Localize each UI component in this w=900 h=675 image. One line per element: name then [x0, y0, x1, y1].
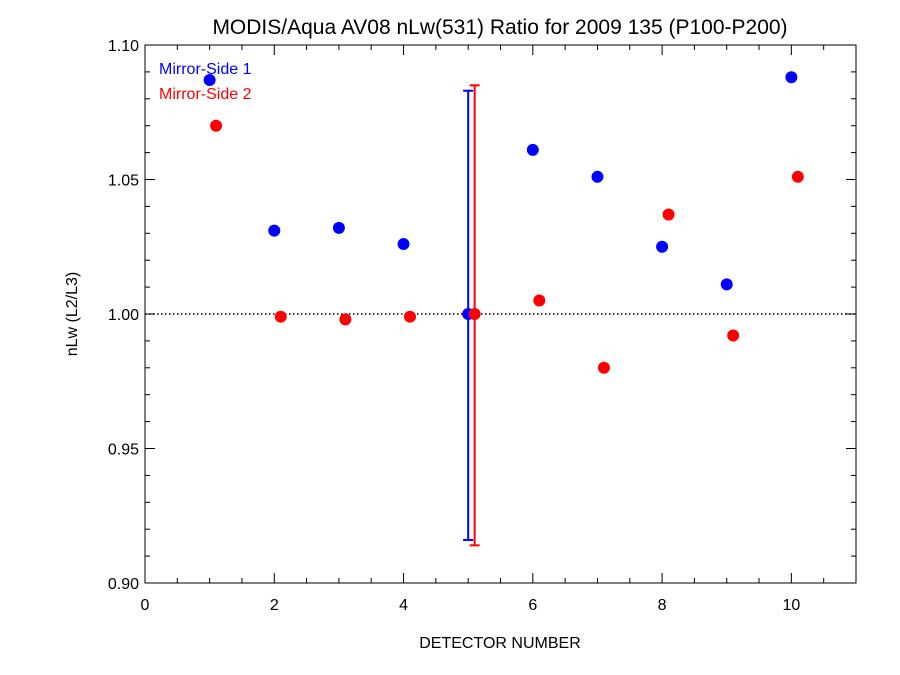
y-axis-label: nLw (L2/L3)	[64, 272, 81, 357]
data-point-series-1	[332, 221, 345, 234]
data-point-series-2	[791, 170, 804, 183]
data-point-series-1	[656, 240, 669, 253]
data-point-series-1	[268, 224, 281, 237]
x-axis-label: DETECTOR NUMBER	[419, 635, 581, 652]
data-point-series-2	[662, 208, 675, 221]
x-tick-label: 0	[141, 597, 150, 614]
data-point-series-2	[404, 310, 417, 323]
y-tick-label: 1.00	[108, 307, 139, 324]
x-tick-label: 4	[399, 597, 408, 614]
y-tick-label: 1.10	[108, 38, 139, 55]
x-tick-label: 6	[528, 597, 537, 614]
y-tick-label: 0.95	[108, 442, 139, 459]
data-point-series-2	[533, 294, 546, 307]
data-point-series-1	[397, 238, 410, 251]
legend-label-series-1: Mirror-Side 1	[159, 61, 252, 78]
data-point-series-1	[591, 170, 604, 183]
y-tick-label: 0.90	[108, 576, 139, 593]
x-tick-label: 2	[270, 597, 279, 614]
chart-title: MODIS/Aqua AV08 nLw(531) Ratio for 2009 …	[212, 16, 787, 39]
data-point-series-1	[526, 143, 539, 156]
data-point-series-2	[468, 308, 481, 320]
data-point-series-2	[727, 329, 740, 342]
legend-label-series-2: Mirror-Side 2	[159, 86, 252, 103]
x-tick-label: 8	[658, 597, 667, 614]
data-point-series-1	[785, 71, 798, 84]
data-point-series-2	[274, 310, 287, 323]
y-tick-label: 1.05	[108, 173, 139, 190]
data-point-series-2	[339, 313, 352, 326]
data-point-series-1	[203, 73, 216, 86]
data-point-series-2	[597, 361, 610, 374]
data-point-series-2	[210, 119, 223, 132]
plot-area: 0 2 4 6 8 10 0.90 0.95 1.00 1.05 1.10	[108, 38, 857, 614]
data-point-series-1	[720, 278, 733, 291]
x-tick-label: 10	[782, 597, 800, 614]
